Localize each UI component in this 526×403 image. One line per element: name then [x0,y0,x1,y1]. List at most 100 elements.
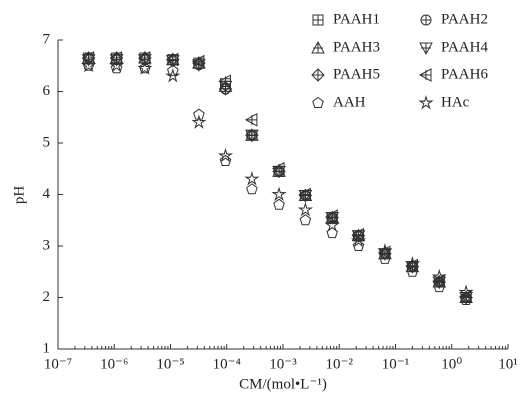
marker-shape [191,114,207,129]
marker-shape [108,57,125,73]
point [110,62,123,74]
marker-cross [313,43,323,53]
point [352,239,365,251]
x-tick-label: 10⁻⁵ [156,356,184,372]
marker-shape [324,217,340,232]
point [165,52,179,67]
marker-shape [352,239,365,251]
marker-shape [377,243,393,258]
point [108,57,125,73]
marker-cross [193,56,204,67]
x-tick-label: 10⁻³ [269,356,297,372]
marker-cross [421,15,431,25]
marker-shape [460,293,472,306]
marker-shape [273,198,285,210]
legend-label: PAAH4 [441,39,488,55]
point [191,54,205,69]
marker-cross [246,114,257,125]
legend-label: PAAH2 [441,11,488,27]
marker-shape [311,68,325,82]
marker-shape [379,252,391,264]
point [246,183,258,195]
marker-shape [244,171,260,186]
x-tick-label: 10⁰ [441,356,462,372]
marker-shape [109,51,124,65]
marker-shape [167,64,179,76]
point [217,147,234,163]
legend-label: PAAH6 [441,66,488,82]
marker-shape [312,96,324,108]
point [458,284,474,299]
marker-shape [81,51,96,65]
point [271,161,285,176]
point [405,258,418,273]
marker-shape [350,232,367,248]
marker-shape [433,281,446,293]
point [245,128,259,142]
marker-shape [418,95,434,110]
point [379,252,391,264]
legend-marker [420,14,432,26]
point [137,60,153,75]
point [326,227,339,239]
legend-label: PAAH5 [333,66,380,82]
marker-cross [300,189,311,200]
point [273,198,285,210]
marker-shape [271,186,287,201]
point [404,256,421,271]
marker-shape [246,183,258,195]
marker-cross [313,70,323,80]
point [297,201,313,217]
point [298,187,311,202]
point [193,108,205,120]
point [324,217,340,232]
marker-shape [312,14,324,26]
point [191,114,207,129]
marker-shape [404,256,421,271]
marker-shape [406,265,419,277]
marker-shape [110,62,123,74]
marker-shape [137,60,153,75]
legend-marker [311,68,325,82]
point [244,112,258,127]
marker-shape [299,214,312,226]
point [377,245,391,260]
point [431,268,447,284]
legend-marker [419,42,433,56]
point [244,171,260,186]
marker-shape [326,227,339,239]
marker-cross [220,76,231,87]
point [218,74,231,89]
x-tick-label: 10⁻⁷ [44,356,72,372]
point [460,293,472,306]
marker-shape [217,147,234,163]
marker-shape [458,284,474,299]
marker-shape [165,68,181,83]
marker-cross [407,260,418,271]
point [299,214,312,226]
y-tick-label: 5 [43,134,51,150]
point [271,186,287,201]
marker-shape [245,128,259,142]
y-tick-label: 4 [43,186,51,202]
y-tick-label: 7 [43,31,51,47]
y-tick-label: 1 [43,340,51,356]
x-tick-label: 10⁻² [326,356,354,372]
marker-cross [313,15,323,25]
marker-cross [421,70,431,80]
x-tick-label: 10⁻¹ [382,356,409,372]
legend-marker [312,96,324,108]
point [350,232,367,248]
legend-marker [418,68,432,82]
marker-cross [167,54,178,65]
x-tick-label: 10⁻⁶ [100,356,128,372]
marker-shape [138,51,152,65]
x-axis-label: CM/(mol•L⁻¹) [239,376,327,392]
marker-shape [297,201,313,217]
point [167,64,179,76]
y-tick-label: 6 [43,83,51,99]
marker-cross [421,43,431,53]
y-tick-label: 2 [43,289,51,305]
marker-shape [193,108,205,120]
